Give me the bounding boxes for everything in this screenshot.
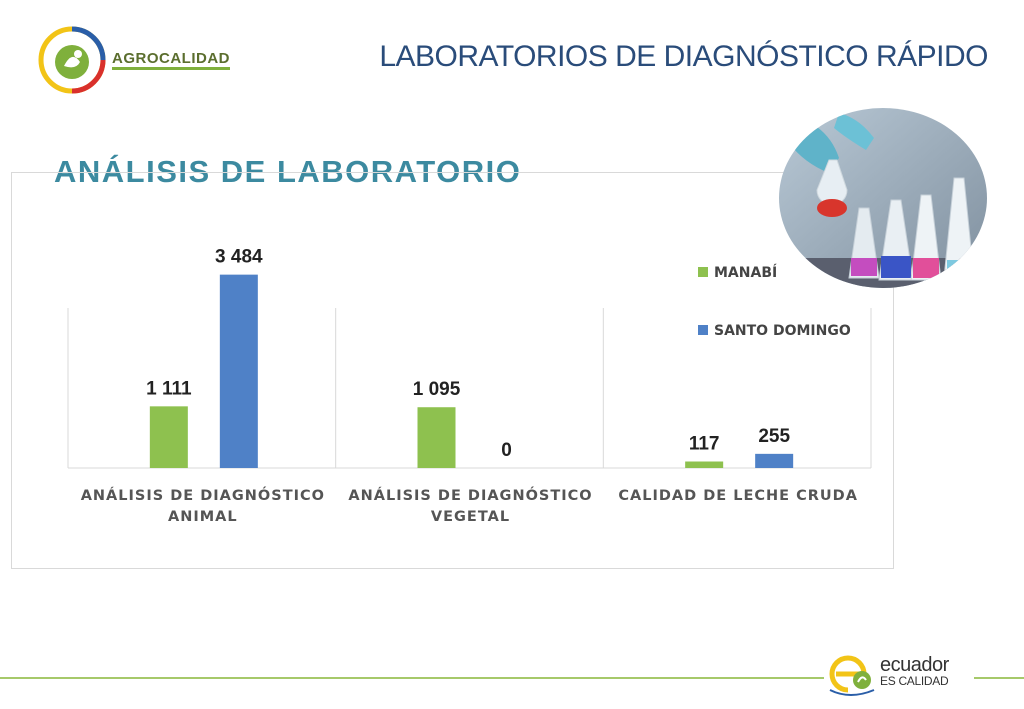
category-label: CALIDAD DE LECHE CRUDA <box>618 488 858 504</box>
brand-name: AGROCALIDAD <box>112 50 230 70</box>
data-label: 255 <box>758 426 790 447</box>
category-label: ANIMAL <box>168 509 238 525</box>
data-label: 117 <box>689 434 720 455</box>
data-label: 1 095 <box>413 379 461 400</box>
slide-title: LABORATORIOS DE DIAGNÓSTICO RÁPIDO <box>379 40 988 73</box>
footer-brand-line2: ES CALIDAD <box>880 674 949 688</box>
bar-manabi <box>685 461 724 468</box>
bar-manabi <box>417 407 456 468</box>
data-label: 1 111 <box>146 378 192 399</box>
data-label: 3 484 <box>215 247 263 268</box>
chart-frame <box>11 172 894 569</box>
footer-brand-line1: ecuador <box>880 654 949 676</box>
bar-santo-domingo <box>755 453 794 468</box>
ecuador-logo-icon <box>829 655 875 696</box>
data-label: 0 <box>501 440 512 461</box>
category-label: ANÁLISIS DE DIAGNÓSTICO <box>81 486 325 504</box>
legend-label: SANTO DOMINGO <box>714 323 851 339</box>
category-label: ANÁLISIS DE DIAGNÓSTICO <box>348 486 592 504</box>
category-label: VEGETAL <box>431 509 510 525</box>
laboratory-photo <box>779 108 987 288</box>
agrocalidad-logo-icon <box>38 26 106 94</box>
ecuador-logo: ecuador ES CALIDAD <box>824 650 974 698</box>
footer-divider <box>0 677 1024 679</box>
legend-swatch <box>698 325 708 335</box>
bar-manabi <box>149 406 188 468</box>
section-title: ANÁLISIS DE LABORATORIO <box>54 154 522 189</box>
legend-label: MANABÍ <box>714 264 777 281</box>
bar-santo-domingo <box>219 274 258 468</box>
legend-swatch <box>698 267 708 277</box>
